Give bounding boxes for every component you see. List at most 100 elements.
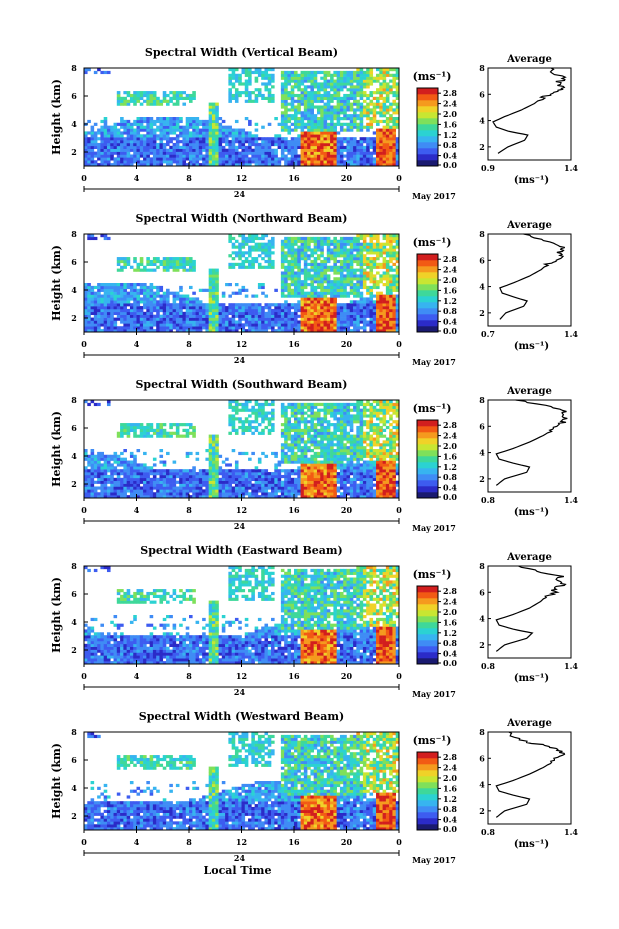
heatmap-cell [123,99,127,103]
heatmap-cell [264,73,269,77]
heatmap-cell [356,114,360,118]
heatmap-cell [339,303,344,307]
heatmap-cell [221,131,226,135]
heatmap-cell [139,128,144,132]
heatmap-cell [146,151,150,155]
heatmap-cell [353,76,357,80]
heatmap-cell [300,239,305,243]
heatmap-cell [346,88,351,92]
heatmap-cell [149,140,154,144]
heatmap-cell [376,79,380,83]
heatmap-cell [353,151,357,155]
heatmap-cell [228,483,232,487]
heatmap-cell [90,457,95,461]
heatmap-cell [369,160,374,164]
heatmap-cell [346,251,351,255]
heatmap-cell [123,460,127,464]
heatmap-cell [90,288,95,292]
heatmap-cell [382,154,387,158]
heatmap-cell [162,157,167,161]
heatmap-cell [231,96,236,100]
heatmap-cell [277,326,282,330]
heatmap-cell [333,311,337,315]
heatmap-cell [326,145,331,149]
heatmap-cell [143,425,147,430]
heatmap-cell [215,102,219,106]
heatmap-cell [133,483,137,487]
heatmap-cell [392,117,397,121]
heatmap-cell [307,283,311,287]
heatmap-cell [129,486,134,490]
heatmap-cell [185,140,190,144]
heatmap-cell [362,108,367,112]
heatmap-cell [254,151,259,155]
heatmap-cell [136,326,141,330]
heatmap-cell [205,311,209,315]
heatmap-cell [307,114,311,118]
heatmap-cell [356,70,360,75]
heatmap-cell [103,125,108,129]
heatmap-cell [189,131,193,135]
heatmap-cell [215,280,219,284]
heatmap-cell [126,326,131,330]
heatmap-cell [346,248,351,252]
heatmap-cell [294,105,298,109]
heatmap-cell [182,320,187,324]
heatmap-cell [169,122,173,126]
heatmap-cell [103,495,108,499]
heatmap-cell [323,148,328,152]
heatmap-cell [339,314,344,318]
heatmap-cell [215,317,219,321]
heatmap-cell [123,486,127,490]
heatmap-cell [159,449,164,453]
heatmap-cell [372,157,377,161]
heatmap-cell [100,323,104,327]
heatmap-cell [159,423,164,427]
heatmap-cell [385,320,390,324]
heatmap-cell [211,460,216,464]
heatmap-cell [284,323,288,327]
heatmap-cell [320,254,324,258]
heatmap-cell [93,472,98,476]
heatmap-cell [290,122,295,126]
heatmap-cell [172,128,177,132]
heatmap-cell [307,79,311,83]
heatmap-cell [152,137,157,141]
heatmap-cell [136,423,141,427]
heatmap-cell [254,306,259,310]
heatmap-cell [166,131,170,135]
heatmap-cell [136,163,141,167]
heatmap-cell [133,495,137,499]
heatmap-cell [362,236,367,241]
heatmap-cell [303,248,308,252]
heatmap-cell [241,317,246,321]
heatmap-cell [310,308,314,313]
heatmap-cell [385,268,390,272]
heatmap-cell [264,242,269,246]
heatmap-cell [300,99,305,103]
heatmap-cell [251,148,255,152]
heatmap-cell [264,259,269,264]
heatmap-cell [169,492,173,496]
heatmap-cell [195,326,200,330]
heatmap-cell [126,469,131,473]
heatmap-cell [280,326,285,330]
heatmap-cell [248,306,252,310]
heatmap-cell [234,251,239,255]
heatmap-cell [392,254,397,258]
heatmap-cell [113,323,118,327]
heatmap-cell [320,99,324,103]
heatmap-cell [395,111,400,115]
heatmap-cell [143,463,147,467]
heatmap-cell [136,96,141,100]
x-tick-label: 12 [236,173,247,183]
heatmap-cell [166,300,170,304]
heatmap-cell [218,140,223,144]
heatmap-cell [175,128,180,132]
heatmap-cell [372,142,377,147]
heatmap-cell [389,117,393,121]
heatmap-cell [113,311,118,315]
heatmap-cell [376,102,380,106]
heatmap-cell [211,314,216,318]
heatmap-cell [123,140,127,144]
